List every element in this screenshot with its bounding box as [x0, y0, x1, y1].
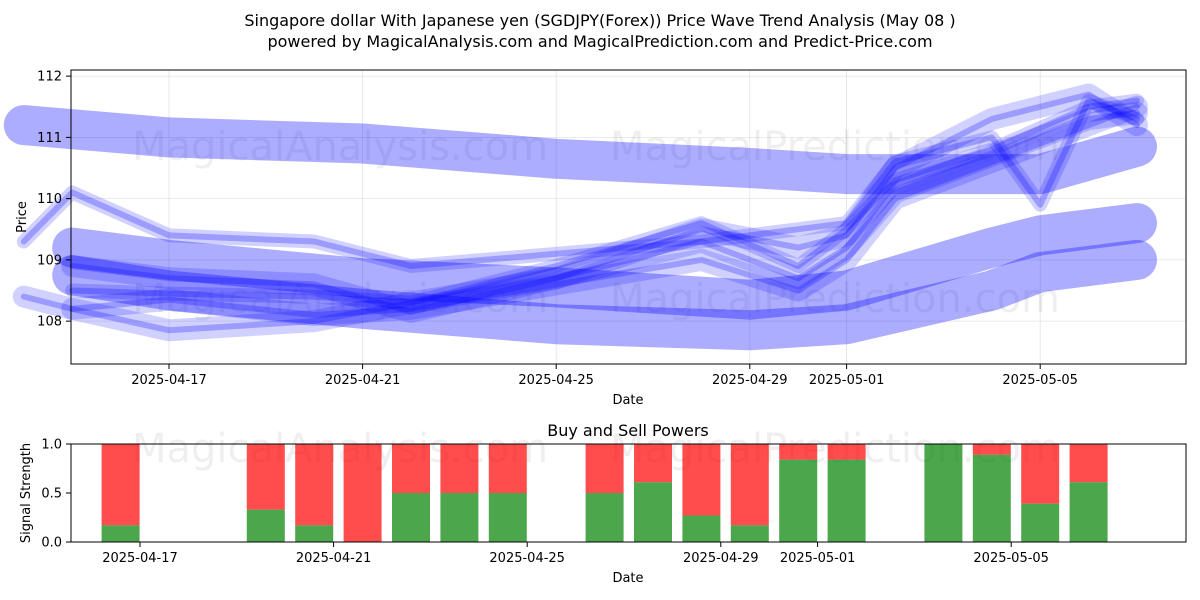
price-panel-frame — [70, 69, 1187, 365]
sell-power-bar — [101, 444, 140, 526]
price-wave-2 — [52, 203, 1157, 320]
buy-power-bar — [1069, 482, 1108, 542]
watermark-analysis-bottom: MagicalAnalysis.com — [132, 426, 548, 472]
price-wave-4 — [61, 101, 1148, 323]
sell-power-bar — [392, 444, 430, 493]
price-y-tick-label: 110 — [37, 192, 62, 207]
price-wave-core-3 — [69, 103, 1140, 318]
sell-power-bar — [972, 444, 1011, 455]
signal-x-tick-label: 2025-05-01 — [780, 551, 856, 566]
price-y-tick-label: 108 — [37, 315, 62, 330]
price-x-tick-label: 2025-04-21 — [325, 373, 401, 388]
price-wave-core-2 — [69, 97, 1140, 306]
signal-y-tick-label: 0.0 — [41, 536, 62, 551]
price-y-tick-label: 112 — [37, 70, 62, 85]
sell-power-bar — [779, 444, 818, 460]
buy-power-bar — [682, 515, 721, 542]
price-wave-core-1 — [69, 109, 1140, 315]
sell-power-bar — [585, 444, 624, 493]
price-x-tick-label: 2025-04-17 — [131, 373, 207, 388]
sell-power-bar — [730, 444, 769, 526]
signal-y-tick-label: 1.0 — [41, 438, 62, 453]
signal-y-label: Signal Strength — [19, 443, 34, 543]
buy-power-bar — [440, 493, 479, 542]
sell-power-bar — [488, 444, 527, 493]
buy-power-bar — [924, 444, 963, 542]
price-wave-8 — [12, 83, 1148, 342]
buy-power-bar — [730, 525, 769, 542]
price-grid — [71, 70, 1186, 364]
price-y-label: Price — [15, 201, 30, 233]
price-x-tick-label: 2025-05-01 — [809, 373, 885, 388]
signal-y-tick-label: 0.5 — [41, 487, 62, 502]
signal-y-ticks: 0.0 0.5 1.0 — [41, 438, 71, 551]
signal-x-tick-label: 2025-04-17 — [102, 551, 178, 566]
price-wave-3 — [52, 239, 1157, 351]
price-y-tick-label: 111 — [37, 131, 62, 146]
price-y-tick-label: 109 — [37, 253, 62, 268]
buy-power-bar — [585, 493, 624, 542]
price-wave-panel: MagicalAnalysis.com MagicalPrediction.co… — [3, 69, 1187, 408]
price-x-ticks: 2025-04-17 2025-04-21 2025-04-25 2025-04-29… — [131, 364, 1078, 388]
price-x-tick-label: 2025-04-29 — [712, 373, 788, 388]
price-x-tick-label: 2025-04-25 — [518, 373, 594, 388]
chart-title-line1: Singapore dollar With Japanese yen (SGDJ… — [244, 11, 955, 30]
buy-power-bar — [779, 459, 818, 542]
buy-power-bar — [295, 525, 334, 542]
price-x-label: Date — [612, 393, 643, 408]
buy-sell-title: Buy and Sell Powers — [547, 421, 709, 440]
price-wave-5 — [65, 93, 1144, 310]
buy-power-bar — [392, 493, 430, 542]
sell-power-bar — [246, 444, 285, 510]
buy-power-bar — [1021, 503, 1060, 542]
buy-power-bar — [101, 525, 140, 542]
signal-x-tick-label: 2025-04-25 — [489, 551, 565, 566]
price-waves — [3, 83, 1157, 351]
buy-power-bar — [827, 459, 866, 542]
watermark-analysis-mid: MagicalAnalysis.com — [132, 276, 548, 322]
price-y-ticks: 108 109 110 111 112 — [37, 70, 71, 330]
price-wave-1 — [3, 105, 1157, 195]
buy-power-bar — [488, 493, 527, 542]
price-wave-7 — [16, 93, 1144, 273]
signal-x-label: Date — [612, 571, 643, 586]
signal-x-ticks: 2025-04-17 2025-04-21 2025-04-25 2025-04-29… — [102, 542, 1049, 566]
price-x-tick-label: 2025-05-05 — [1002, 373, 1078, 388]
watermark-prediction-top: MagicalPrediction.com — [610, 124, 1060, 170]
buy-power-bar — [246, 509, 285, 542]
signal-x-tick-label: 2025-04-21 — [296, 551, 372, 566]
price-wave-core-4 — [20, 97, 1140, 269]
sell-power-bar — [682, 444, 721, 516]
sell-power-bar — [295, 444, 334, 526]
buy-sell-panel: Buy and Sell Powers MagicalAnalysis.com … — [19, 421, 1187, 586]
buy-power-bar — [634, 482, 672, 542]
sell-power-bar — [827, 444, 866, 460]
price-wave-core-5 — [20, 91, 1140, 334]
sell-power-bar — [634, 444, 672, 483]
chart-title-line2: powered by MagicalAnalysis.com and Magic… — [267, 32, 932, 51]
sell-power-bar — [343, 444, 382, 542]
signal-x-tick-label: 2025-05-05 — [973, 551, 1049, 566]
watermark-analysis-top: MagicalAnalysis.com — [132, 124, 548, 170]
signal-x-tick-label: 2025-04-29 — [683, 551, 759, 566]
sell-power-bar — [440, 444, 479, 493]
buy-sell-bars — [101, 444, 1108, 542]
sell-power-bar — [1021, 444, 1060, 504]
sell-power-bar — [1069, 444, 1108, 483]
price-wave-6 — [61, 95, 1148, 326]
buy-power-bar — [972, 454, 1011, 542]
watermark-prediction-mid: MagicalPrediction.com — [610, 276, 1060, 322]
